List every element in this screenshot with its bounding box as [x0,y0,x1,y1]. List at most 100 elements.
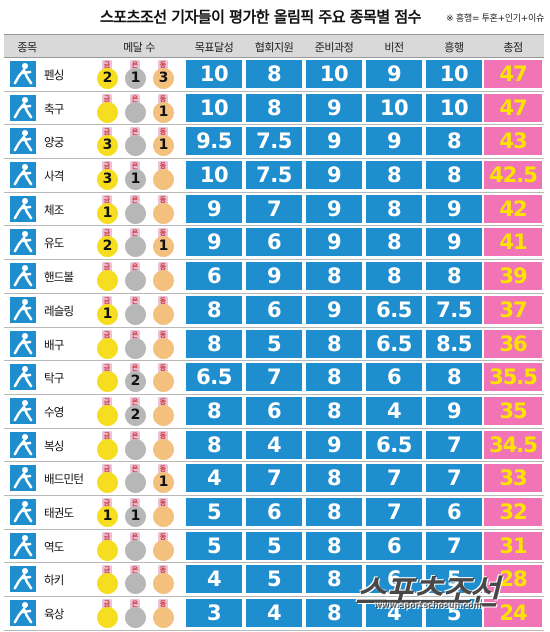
score-vision: 6 [366,565,422,594]
gold-medal-count [97,270,118,292]
score-preparation: 9 [306,430,362,459]
gold-medal: 금 [94,599,120,629]
gold-medal-count [97,472,118,494]
shooting-icon [10,162,36,189]
silver-medal-count [125,573,146,595]
gold-medal-count [97,371,118,393]
score-vision: 8 [366,228,422,257]
bronze-medal-count: 1 [153,236,174,258]
silver-medal-count [125,337,146,359]
score-vision: 6 [366,531,422,560]
score-federation: 8 [246,93,302,122]
silver-medal-label: 은 [130,497,140,508]
table-row: 하키 금 은 동 4 5 8 6 5 28 [4,563,544,597]
silver-medal: 은 [122,262,148,292]
gold-medal: 금 [94,363,120,393]
score-federation: 7.5 [246,127,302,156]
gold-medal-label: 금 [102,93,112,104]
silver-medal-count [125,472,146,494]
score-total: 47 [484,93,542,122]
silver-medal-count [125,270,146,292]
sport-name: 육상 [44,607,64,621]
gold-medal: 금 [94,262,120,292]
bronze-medal-count [153,573,174,595]
score-popularity: 8 [426,161,482,190]
table-row: 복싱 금 은 동 8 4 9 6.5 7 34.5 [4,429,544,463]
silver-medal: 은 [122,194,148,225]
gold-medal-label: 금 [102,599,112,609]
silver-medal-label: 은 [130,93,140,104]
bronze-medal: 동 [150,497,176,528]
judo-icon [10,229,36,256]
bronze-medal-label: 동 [158,396,168,407]
silver-medal-count [125,438,146,460]
score-preparation: 8 [306,464,362,493]
bronze-medal-label: 동 [158,363,168,374]
bronze-medal-count [153,169,174,191]
gymnastics-icon [10,195,36,222]
score-federation: 5 [246,565,302,594]
sport-name: 배구 [44,337,64,352]
silver-medal-label: 은 [130,430,140,441]
silver-medal-count: 1 [125,169,146,191]
table-row: 축구 금 은 동 1 10 8 9 10 10 47 [4,92,544,126]
silver-medal-count [125,202,146,224]
table-row: 배드민턴 금 은 동 1 4 7 8 7 7 33 [4,462,544,496]
bronze-medal-label: 동 [158,430,168,441]
silver-medal-label: 은 [130,599,140,609]
score-goal: 9.5 [186,127,242,156]
score-federation: 6 [246,228,302,257]
table-row: 체조 금 1 은 동 9 7 9 8 9 42 [4,193,544,227]
bronze-medal-count [153,303,174,325]
football-icon [10,94,36,121]
weightlifting-icon [10,532,36,559]
score-total: 33 [484,464,542,493]
badminton-icon [10,465,36,492]
score-table: 펜싱 금 2 은 1 동 3 10 8 10 9 10 47 축구 금 은 동 1 10 8 9 10 10 47 양궁 금 3 은 동… [4,58,544,631]
table-row: 레슬링 금 1 은 동 8 6 9 6.5 7.5 37 [4,294,544,328]
page-title: 스포츠조선 기자들이 평가한 올림픽 주요 종목별 점수 [100,8,421,26]
sport-name: 배드민턴 [44,472,84,487]
score-preparation: 8 [306,363,362,392]
bronze-medal-count [153,404,174,426]
score-goal: 6 [186,262,242,291]
bronze-medal-label: 동 [158,161,168,172]
score-preparation: 10 [306,60,362,88]
header-sport: 종목 [17,41,37,54]
score-popularity: 9 [426,228,482,257]
score-goal: 8 [186,430,242,459]
bronze-medal-label: 동 [158,531,168,542]
score-goal: 8 [186,396,242,425]
score-total: 32 [484,497,542,526]
sport-name: 태권도 [44,505,74,520]
fencing-icon [10,61,36,87]
score-federation: 5 [246,531,302,560]
silver-medal: 은 [122,565,148,595]
table-row: 역도 금 은 동 5 5 8 6 7 31 [4,530,544,564]
score-vision: 7 [366,464,422,493]
gold-medal-label: 금 [102,565,112,576]
bronze-medal-count [153,337,174,359]
bronze-medal-label: 동 [158,464,168,475]
score-popularity: 8 [426,363,482,392]
table-tennis-icon [10,364,36,391]
silver-medal-label: 은 [130,565,140,576]
silver-medal-count [125,539,146,561]
silver-medal: 은 [122,228,148,258]
athletics-icon [10,600,36,626]
silver-medal-label: 은 [130,262,140,273]
gold-medal-count: 1 [97,303,118,325]
gold-medal-count [97,607,118,628]
bronze-medal-label: 동 [158,497,168,508]
silver-medal-count: 1 [125,505,146,527]
table-row: 핸드볼 금 은 동 6 9 8 8 8 39 [4,260,544,294]
